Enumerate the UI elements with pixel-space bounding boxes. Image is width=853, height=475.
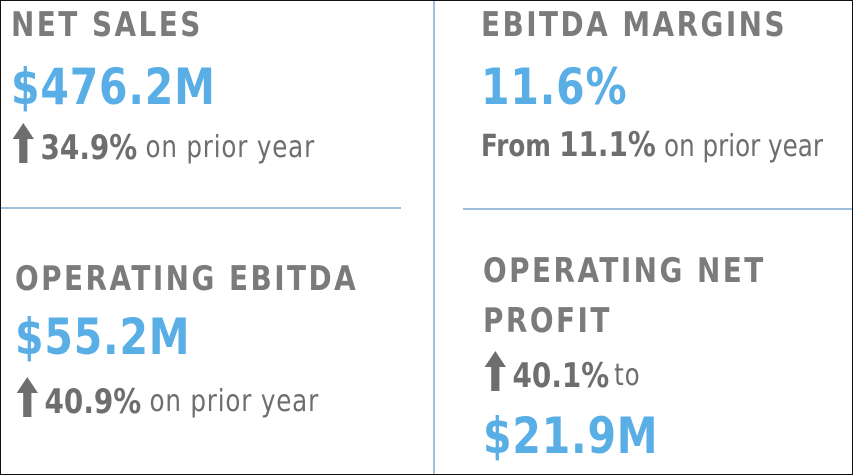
ebitda-margins-from: From 11.1% on prior year	[481, 127, 823, 165]
net-sales-change: 34.9% on prior year	[11, 121, 315, 174]
up-arrow-icon	[11, 121, 36, 174]
ebitda-from-value: 11.1%	[559, 125, 656, 165]
operating-ebitda-label: OPERATING EBITDA	[15, 259, 359, 299]
operating-ebitda-change: 40.9% on prior year	[15, 375, 358, 428]
ebitda-margins-label: EBITDA MARGINS	[481, 5, 788, 45]
panel-net-sales: NET SALES $476.2M 34.9% on prior year	[11, 5, 382, 174]
up-arrow-icon	[483, 349, 508, 402]
operating-ebitda-value: $55.2M	[15, 308, 191, 366]
panel-ebitda-margins: EBITDA MARGINS 11.6% From 11.1% on prior y…	[481, 5, 853, 165]
ebitda-from-text: on prior year	[664, 129, 823, 164]
horizontal-divider-right	[463, 208, 852, 210]
net-sales-label: NET SALES	[11, 5, 203, 45]
net-sales-value: $476.2M	[11, 58, 216, 116]
ebitda-from-label: From	[481, 129, 551, 164]
operating-net-profit-change-text: to	[614, 357, 641, 393]
operating-ebitda-change-text: on prior year	[149, 383, 320, 419]
up-arrow-icon	[15, 375, 40, 428]
net-sales-change-text: on prior year	[145, 129, 316, 165]
operating-net-profit-label-line2: PROFIT	[483, 301, 612, 341]
operating-net-profit-value: $21.9M	[483, 407, 659, 465]
ebitda-margins-value: 11.6%	[481, 58, 628, 116]
operating-net-profit-change-value: 40.1%	[512, 355, 610, 396]
operating-net-profit-label-line1: OPERATING NET	[483, 251, 766, 291]
operating-ebitda-change-value: 40.9%	[44, 381, 142, 422]
panel-operating-net-profit: OPERATING NET PROFIT 40.1% to $21.9M	[483, 251, 828, 464]
horizontal-divider-left	[1, 207, 401, 209]
net-sales-change-value: 34.9%	[40, 127, 138, 168]
operating-net-profit-change: 40.1% to	[483, 349, 766, 402]
panel-operating-ebitda: OPERATING EBITDA $55.2M 40.9% on prior y…	[15, 259, 433, 428]
vertical-divider	[433, 1, 435, 474]
